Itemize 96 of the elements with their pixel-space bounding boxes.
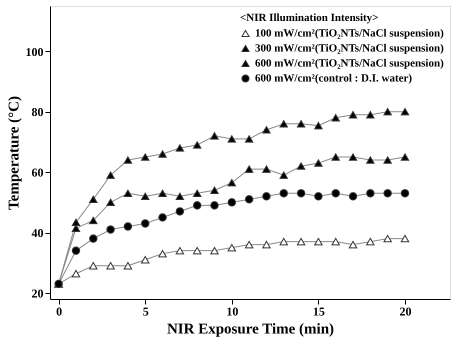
point: [124, 222, 132, 231]
point: [262, 165, 271, 173]
point: [348, 240, 358, 248]
point: [332, 189, 340, 198]
point: [228, 198, 236, 207]
point: [383, 234, 392, 242]
point: [141, 192, 150, 200]
point: [106, 225, 115, 234]
x-tick-label: 15: [312, 304, 325, 318]
y-tick-label: 60: [32, 166, 44, 180]
point: [400, 153, 410, 161]
point: [176, 192, 184, 200]
point: [72, 218, 80, 226]
point: [296, 120, 306, 128]
point: [296, 189, 306, 198]
point: [210, 132, 219, 140]
point: [228, 244, 236, 252]
point: [141, 153, 150, 161]
point: [72, 246, 80, 255]
y-axis-title: Temperature (°C): [6, 96, 22, 210]
point: [262, 240, 271, 248]
point: [280, 171, 288, 179]
point: [141, 256, 150, 264]
point: [176, 246, 184, 254]
point: [192, 201, 202, 210]
point: [296, 162, 306, 170]
point: [280, 189, 288, 198]
point: [124, 262, 132, 270]
point: [158, 190, 167, 197]
point: [332, 153, 340, 161]
point: [89, 262, 98, 270]
point: [314, 159, 323, 167]
point: [210, 201, 219, 210]
point: [383, 156, 392, 164]
x-tick-label: 10: [226, 304, 238, 318]
legend-label: 100 mW/cm²(TiO₂NTs/NaCl suspension): [255, 28, 444, 40]
point: [296, 238, 306, 246]
point: [383, 189, 392, 198]
point: [332, 238, 340, 246]
point: [124, 156, 132, 164]
y-tick-label: 40: [32, 226, 44, 240]
point: [400, 108, 410, 116]
legend-label: 600 mW/cm²(control : D.I. water): [255, 72, 412, 84]
point: [332, 114, 340, 122]
point: [89, 196, 98, 204]
y-tick-label: 80: [32, 105, 44, 120]
point: [262, 126, 271, 134]
point: [366, 189, 375, 198]
point: [383, 108, 392, 116]
point: [244, 135, 254, 143]
point: [314, 192, 323, 200]
x-tick-label: 5: [142, 304, 149, 318]
point: [141, 219, 150, 228]
y-tick-label: 100: [26, 44, 44, 59]
y-tick-label: 20: [32, 286, 44, 300]
point: [366, 156, 375, 164]
point: [210, 246, 219, 254]
point: [366, 238, 375, 246]
point: [366, 111, 375, 118]
point: [314, 122, 323, 130]
legend-label: 600 mW/cm²(TiO₂NTs/NaCl suspension): [255, 58, 444, 70]
point: [158, 150, 167, 158]
point: [210, 186, 219, 194]
point: [244, 195, 254, 204]
point: [124, 190, 132, 197]
point: [106, 171, 115, 179]
point: [348, 111, 358, 118]
point: [228, 178, 236, 186]
point: [244, 240, 254, 248]
point: [106, 198, 115, 206]
point: [262, 192, 271, 200]
legend-title: <NIR Illumination Intensity>: [240, 12, 378, 24]
point: [348, 153, 358, 161]
point: [244, 165, 254, 173]
point: [192, 246, 202, 254]
point: [280, 120, 288, 128]
x-axis-title: NIR Exposure Time (min): [166, 322, 334, 338]
point: [348, 192, 358, 200]
point: [192, 141, 202, 149]
legend-label: 300 mW/cm²(TiO₂NTs/NaCl suspension): [255, 42, 444, 54]
point: [176, 144, 184, 152]
x-tick-label: 20: [399, 304, 412, 318]
point: [72, 270, 80, 278]
point: [89, 216, 98, 224]
point: [192, 190, 202, 197]
point: [89, 234, 98, 243]
x-tick-label: 0: [56, 304, 62, 318]
point: [106, 262, 115, 270]
point: [314, 238, 323, 246]
point: [158, 250, 167, 258]
point: [400, 234, 410, 242]
point: [280, 238, 288, 246]
point: [228, 135, 236, 143]
point: [176, 207, 184, 216]
point: [400, 189, 410, 198]
point: [158, 213, 167, 222]
